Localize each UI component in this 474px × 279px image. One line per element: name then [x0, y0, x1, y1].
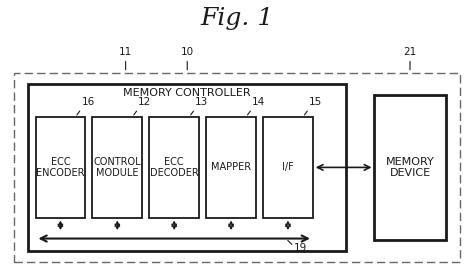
Text: ECC
DECODER: ECC DECODER	[150, 157, 199, 178]
Text: MEMORY CONTROLLER: MEMORY CONTROLLER	[123, 88, 251, 98]
Text: 16: 16	[82, 97, 95, 107]
Text: MAPPER: MAPPER	[211, 162, 251, 172]
Text: 11: 11	[119, 47, 132, 57]
Bar	[14, 73, 460, 262]
Text: 14: 14	[252, 97, 265, 107]
Text: ECC
ENCODER: ECC ENCODER	[36, 157, 85, 178]
Text: 21: 21	[403, 47, 417, 57]
Text: 10: 10	[181, 47, 194, 57]
Bar	[374, 95, 446, 240]
Text: 12: 12	[138, 97, 152, 107]
Text: CONTROL
MODULE: CONTROL MODULE	[93, 157, 141, 178]
Text: MEMORY
DEVICE: MEMORY DEVICE	[386, 157, 434, 178]
Text: I/F: I/F	[282, 162, 294, 172]
Bar	[28, 84, 346, 251]
Text: 15: 15	[309, 97, 322, 107]
Bar	[92, 117, 142, 218]
Bar	[149, 117, 199, 218]
Text: Fig. 1: Fig. 1	[201, 7, 273, 30]
Bar	[263, 117, 313, 218]
Text: 13: 13	[195, 97, 209, 107]
Bar	[36, 117, 85, 218]
Text: 19: 19	[294, 243, 307, 253]
Bar	[206, 117, 256, 218]
